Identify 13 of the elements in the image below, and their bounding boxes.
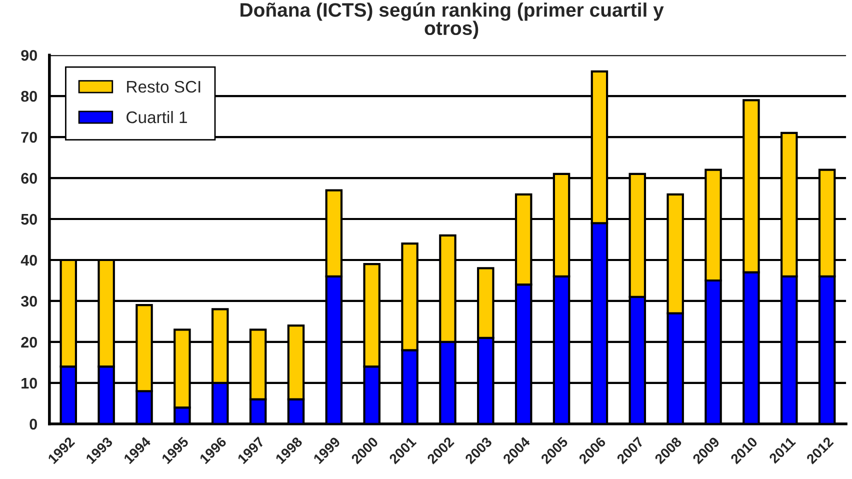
y-tick-label: 30	[20, 296, 37, 307]
y-tick-label: 20	[21, 336, 37, 348]
y-tick-label: 90	[21, 50, 37, 61]
chart-title: Doñana (ICTS) según ranking (primer cuartil y otros)	[240, 2, 664, 39]
legend-label: Cuartil 1	[126, 110, 187, 124]
y-tick-label: 0	[30, 418, 37, 430]
y-tick-label: 50	[21, 214, 37, 225]
y-tick-label: 40	[20, 254, 37, 266]
legend-label: Resto SCI	[127, 80, 200, 93]
y-tick-label: 80	[21, 90, 37, 102]
y-tick-label: 70	[21, 132, 37, 143]
y-tick-label: 60	[21, 172, 37, 184]
y-tick-label: 10	[22, 378, 37, 389]
